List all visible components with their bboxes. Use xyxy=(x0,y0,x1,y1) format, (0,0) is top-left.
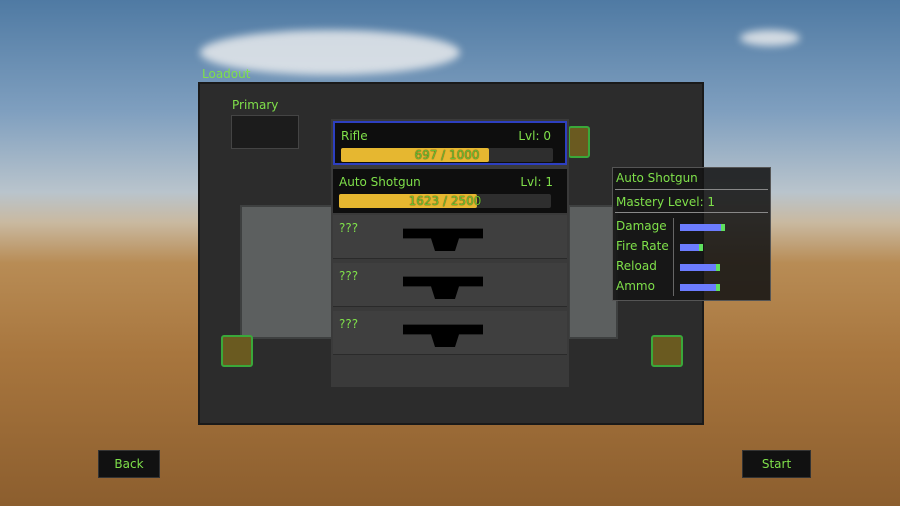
primary-label: Primary xyxy=(232,98,279,112)
weapon-list: Rifle Lvl: 0 697 / 1000 Auto Shotgun Lvl… xyxy=(331,119,569,387)
weapon-silhouette xyxy=(403,324,483,347)
socket-top[interactable] xyxy=(568,126,590,158)
mastery-level: Mastery Level: 1 xyxy=(616,195,716,209)
bunker-left xyxy=(240,205,334,339)
divider xyxy=(673,218,674,296)
start-button[interactable]: Start xyxy=(742,450,811,478)
weapon-name: Auto Shotgun xyxy=(339,175,421,189)
socket-left[interactable] xyxy=(221,335,253,367)
stat-bar xyxy=(680,244,703,251)
divider xyxy=(615,189,768,190)
xp-fill xyxy=(339,194,477,208)
stat-label: Fire Rate xyxy=(616,239,669,253)
cloud xyxy=(740,30,800,46)
weapon-item-auto-shotgun[interactable]: Auto Shotgun Lvl: 1 1623 / 2500 xyxy=(333,169,567,213)
xp-bar: 697 / 1000 xyxy=(341,148,553,162)
back-button[interactable]: Back xyxy=(98,450,160,478)
weapon-name: ??? xyxy=(339,269,359,283)
stat-label: Damage xyxy=(616,219,667,233)
stat-row: Damage xyxy=(616,219,766,235)
xp-text: 1623 / 2500 xyxy=(408,194,482,208)
stat-row: Reload xyxy=(616,259,766,275)
stat-label: Reload xyxy=(616,259,657,273)
weapon-name: ??? xyxy=(339,221,359,235)
primary-weapon-slot[interactable] xyxy=(231,115,299,149)
divider xyxy=(615,212,768,213)
xp-text: 697 / 1000 xyxy=(414,148,480,162)
weapon-name: Rifle xyxy=(341,129,368,143)
stat-label: Ammo xyxy=(616,279,655,293)
stat-bar xyxy=(680,264,721,271)
weapon-silhouette xyxy=(403,228,483,251)
stats-weapon-name: Auto Shotgun xyxy=(616,171,698,185)
cloud xyxy=(200,30,460,75)
weapon-item-locked[interactable]: ??? xyxy=(333,263,567,307)
bunker-right xyxy=(568,205,618,339)
weapon-silhouette xyxy=(403,276,483,299)
weapon-item-locked[interactable]: ??? xyxy=(333,215,567,259)
loadout-title: Loadout xyxy=(202,67,251,81)
weapon-stats-panel: Auto Shotgun Mastery Level: 1 Damage Fire… xyxy=(612,167,771,301)
weapon-level: Lvl: 1 xyxy=(520,175,553,189)
stat-bar xyxy=(680,224,725,231)
weapon-item-rifle[interactable]: Rifle Lvl: 0 697 / 1000 xyxy=(333,121,567,165)
xp-fill xyxy=(341,148,489,162)
xp-bar: 1623 / 2500 xyxy=(339,194,551,208)
stat-bar xyxy=(680,284,721,291)
weapon-name: ??? xyxy=(339,317,359,331)
stat-row: Fire Rate xyxy=(616,239,766,255)
weapon-level: Lvl: 0 xyxy=(518,129,551,143)
socket-right[interactable] xyxy=(651,335,683,367)
weapon-item-locked[interactable]: ??? xyxy=(333,311,567,355)
stat-row: Ammo xyxy=(616,279,766,295)
